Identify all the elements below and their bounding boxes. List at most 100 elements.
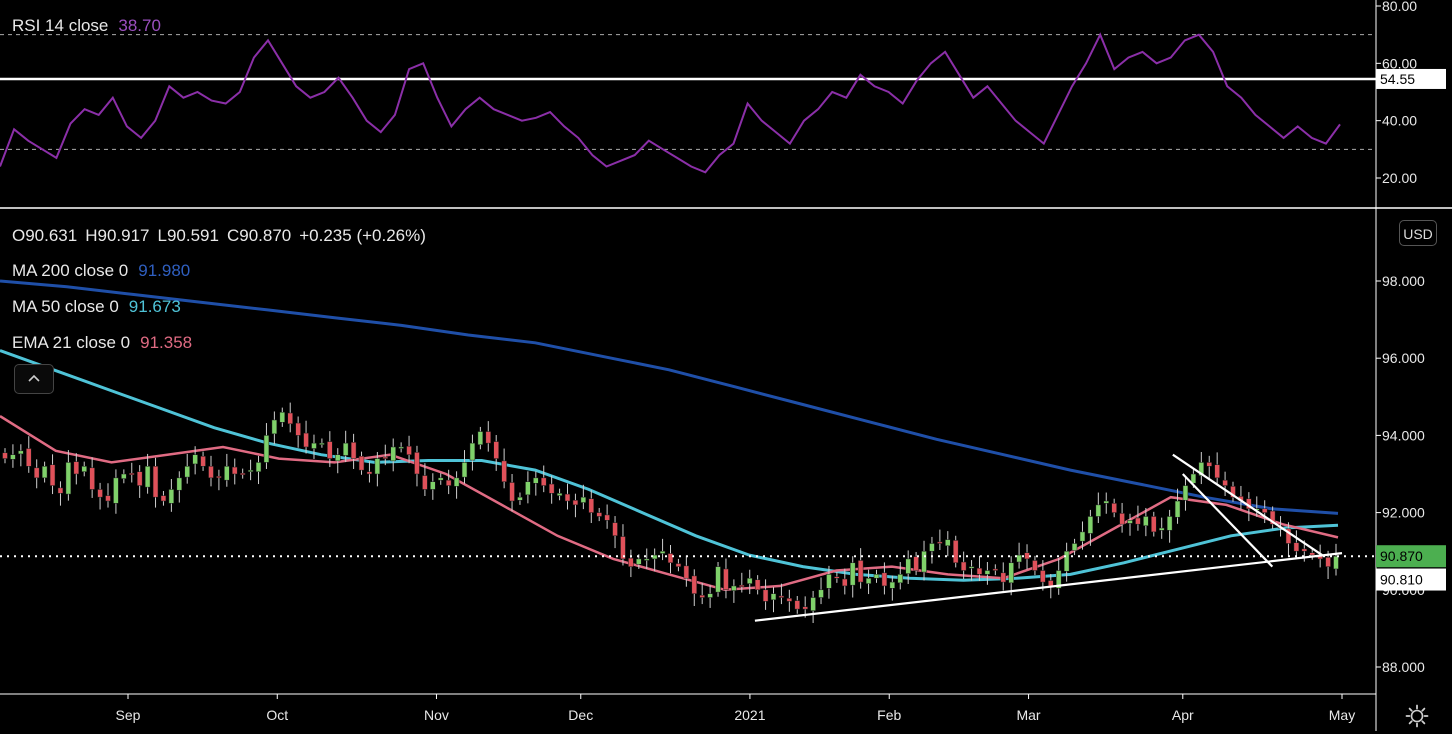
candle-body — [65, 462, 72, 495]
candle — [794, 595, 800, 614]
ma200-line — [0, 279, 1339, 515]
candle-body — [176, 477, 183, 491]
candle — [1293, 530, 1300, 558]
candle — [913, 551, 919, 576]
candle — [1206, 455, 1212, 479]
candle — [1111, 498, 1117, 518]
candle-body — [414, 452, 420, 475]
settings-button[interactable] — [1404, 703, 1430, 729]
candle-body — [881, 572, 888, 587]
candle — [485, 421, 491, 452]
rsi-legend: RSI 14 close 38.70 — [12, 16, 161, 36]
candle-body — [2, 452, 8, 459]
candle — [834, 572, 840, 583]
candle — [1024, 544, 1030, 570]
candle — [129, 462, 135, 483]
candle — [731, 579, 737, 603]
candle — [105, 483, 111, 508]
candle-body — [430, 481, 436, 490]
price-axis[interactable]: 80.00 60.00 40.00 20.00 54.55 98.000 96.000 94.… — [1375, 0, 1446, 731]
candle — [184, 453, 190, 484]
candle-body — [438, 477, 444, 481]
candle-body — [1040, 570, 1046, 583]
candle-body — [1325, 557, 1331, 567]
price-tick-label: 98.000 — [1382, 273, 1425, 289]
price-tick-label: 88.000 — [1382, 659, 1425, 675]
candle-body — [335, 454, 341, 462]
candle — [683, 555, 690, 587]
candle — [453, 471, 460, 499]
candle-body — [1214, 464, 1220, 479]
candle — [1230, 481, 1236, 502]
ma50-legend[interactable]: MA 50 close 0 91.673 — [12, 297, 181, 317]
candle — [1174, 488, 1181, 524]
candle — [992, 564, 999, 576]
time-tick-label: 2021 — [734, 707, 765, 723]
candle-body — [1095, 504, 1102, 517]
candle — [976, 555, 983, 581]
candle-body — [739, 584, 745, 587]
collapse-legend-button[interactable] — [14, 364, 54, 394]
candle — [667, 545, 674, 574]
candle — [247, 459, 254, 481]
candle — [778, 583, 785, 605]
candle-body — [810, 597, 816, 611]
candle-body — [398, 446, 404, 449]
candle — [517, 492, 523, 505]
candle-body — [509, 482, 515, 502]
ma200-legend[interactable]: MA 200 close 0 91.980 — [12, 261, 190, 281]
candle — [857, 548, 864, 589]
time-axis[interactable]: Sep Oct Nov Dec 2021 Feb Mar Apr May — [0, 693, 1376, 723]
candle — [968, 560, 975, 581]
candle-body — [208, 466, 214, 479]
ema21-legend[interactable]: EMA 21 close 0 91.358 — [12, 333, 192, 353]
candle-body — [33, 467, 40, 479]
candle — [1032, 555, 1038, 576]
rsi-tick-label: 20.00 — [1382, 170, 1417, 186]
candle — [754, 575, 761, 595]
candle-body — [850, 562, 856, 586]
candle-body — [873, 574, 880, 579]
candle — [1071, 538, 1078, 556]
candle — [1103, 492, 1109, 514]
currency-button[interactable]: USD — [1399, 220, 1437, 246]
rsi-tick-label: 60.00 — [1382, 55, 1417, 71]
candle-body — [1103, 500, 1109, 504]
candle-body — [754, 579, 761, 591]
candle-body — [1024, 552, 1030, 560]
candle — [374, 451, 381, 487]
candle-body — [937, 541, 943, 544]
candle-body — [1222, 479, 1228, 486]
candle — [707, 585, 713, 608]
candle — [81, 461, 87, 477]
candle — [873, 569, 880, 583]
candle-body — [1048, 580, 1054, 587]
candle — [1285, 522, 1292, 556]
ma200-value: 91.980 — [138, 261, 191, 280]
candle-body — [953, 540, 959, 564]
candle-body — [216, 476, 222, 479]
candle — [960, 551, 967, 579]
candle-body — [1071, 543, 1078, 551]
candle — [1261, 500, 1268, 524]
candle-body — [200, 455, 206, 467]
candle-body — [525, 481, 531, 496]
candle-body — [350, 442, 357, 459]
candle — [255, 455, 262, 485]
candle — [239, 468, 246, 479]
candle-body — [1079, 531, 1086, 542]
candle-body — [1000, 572, 1006, 583]
candle — [271, 411, 278, 445]
candle-body — [659, 550, 666, 554]
candle-body — [1143, 516, 1149, 526]
candle-body — [493, 441, 499, 459]
candle — [295, 416, 301, 448]
candle-body — [10, 454, 16, 460]
candle — [818, 577, 824, 605]
candle-body — [1008, 562, 1014, 584]
candle-body — [1293, 542, 1300, 552]
candle-body — [105, 495, 111, 502]
candle — [121, 469, 127, 484]
price-panel — [0, 279, 1376, 623]
